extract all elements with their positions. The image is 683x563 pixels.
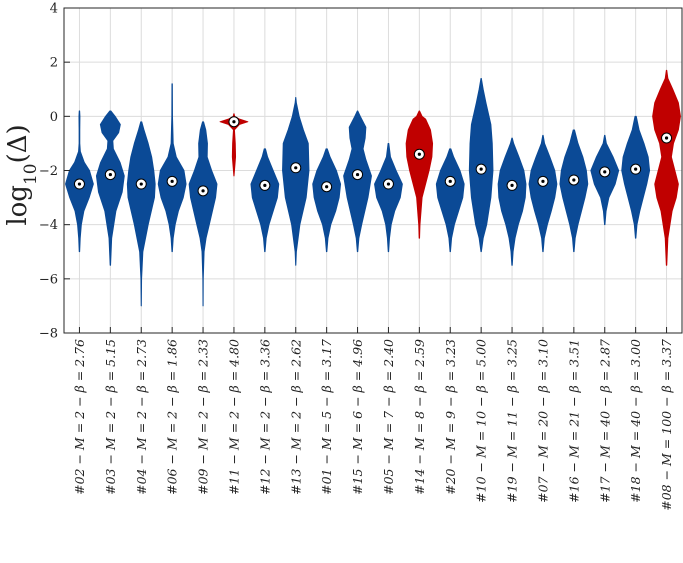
violin-12 xyxy=(405,110,434,239)
median-dot-5 xyxy=(201,189,205,193)
y-tick-label: 0 xyxy=(50,110,58,125)
x-tick-label: #17 − M = 40 − β = 2.87 xyxy=(597,339,612,503)
x-tick-label: #02 − M = 2 − β = 2.76 xyxy=(72,339,87,495)
y-axis-label: log10(Δ) xyxy=(3,124,41,225)
grid-lines xyxy=(64,7,682,334)
median-dot-14 xyxy=(479,167,483,171)
violin-17 xyxy=(559,129,589,253)
median-dot-6 xyxy=(232,120,236,124)
x-tick-label: #10 − M = 10 − β = 5.00 xyxy=(474,339,489,503)
violin-10 xyxy=(343,110,372,253)
median-dot-7 xyxy=(263,183,267,187)
y-tick-label: −8 xyxy=(39,327,58,342)
median-dot-3 xyxy=(139,182,143,186)
violin-2 xyxy=(95,110,125,266)
violin-16 xyxy=(528,134,558,253)
median-dot-15 xyxy=(510,183,514,187)
violin-6 xyxy=(219,113,249,177)
x-tick-label: #04 − M = 2 − β = 2.73 xyxy=(134,339,149,495)
x-tick-label: #09 − M = 2 − β = 2.33 xyxy=(196,339,211,495)
median-dot-20 xyxy=(664,136,669,140)
x-tick-label: #06 − M = 2 − β = 1.86 xyxy=(165,339,180,495)
violin-15 xyxy=(497,137,527,266)
median-dot-13 xyxy=(448,179,452,183)
x-tick-label: #20 − M = 9 − β = 3.23 xyxy=(443,339,458,495)
violin-7 xyxy=(250,148,280,253)
violin-20 xyxy=(652,69,681,266)
violin-3 xyxy=(126,121,156,307)
violin-8 xyxy=(282,96,310,266)
x-tick-label: #07 − M = 20 − β = 3.10 xyxy=(535,339,550,503)
median-dot-10 xyxy=(355,172,360,177)
x-tick-label: #01 − M = 5 − β = 3.17 xyxy=(319,339,334,495)
x-tick-label: #05 − M = 7 − β = 2.40 xyxy=(381,339,396,495)
x-tick-label: #15 − M = 6 − β = 4.96 xyxy=(350,339,365,495)
x-tick-label: #11 − M = 2 − β = 4.80 xyxy=(226,339,241,495)
y-tick-label: 4 xyxy=(50,2,58,17)
median-dot-2 xyxy=(108,172,112,177)
violin-13 xyxy=(435,148,465,253)
violin-18 xyxy=(590,134,620,226)
violin-11 xyxy=(374,143,403,253)
median-dot-19 xyxy=(634,167,638,171)
median-dot-16 xyxy=(541,179,545,183)
y-tick-label: 2 xyxy=(50,56,58,71)
violins xyxy=(65,69,681,307)
x-tick-label: #03 − M = 2 − β = 5.15 xyxy=(103,339,118,495)
axes: −8 −6 −4 −2 0 2 4 #02 − M = 2 − β = 2.76 #03 − M… xyxy=(39,2,683,511)
violin-5 xyxy=(188,121,218,307)
x-tick-label: #13 − M = 2 − β = 2.62 xyxy=(288,339,303,495)
violin-4 xyxy=(157,83,187,253)
median-dot-17 xyxy=(572,178,576,182)
y-tick-label: −2 xyxy=(39,164,58,179)
violin-9 xyxy=(312,148,342,253)
median-dot-18 xyxy=(603,170,607,174)
violin-19 xyxy=(621,115,651,239)
x-tick-label: #19 − M = 11 − β = 3.25 xyxy=(505,339,520,503)
median-dot-8 xyxy=(294,166,298,170)
y-tick-label: −4 xyxy=(39,218,58,233)
median-dot-9 xyxy=(325,185,329,189)
x-tick-label: #14 − M = 8 − β = 2.59 xyxy=(412,339,427,495)
median-dot-12 xyxy=(417,152,421,156)
x-tick-label: #12 − M = 2 − β = 3.36 xyxy=(257,339,272,495)
median-dot-11 xyxy=(386,182,391,186)
y-tick-label: −6 xyxy=(39,272,58,287)
x-tick-label: #08 − M = 100 − β = 3.37 xyxy=(659,339,674,511)
x-tick-label: #18 − M = 40 − β = 3.00 xyxy=(628,339,643,503)
median-dot-1 xyxy=(77,182,82,186)
median-dot-4 xyxy=(170,179,174,183)
x-tick-label: #16 − M = 21 − β = 3.51 xyxy=(566,339,581,503)
